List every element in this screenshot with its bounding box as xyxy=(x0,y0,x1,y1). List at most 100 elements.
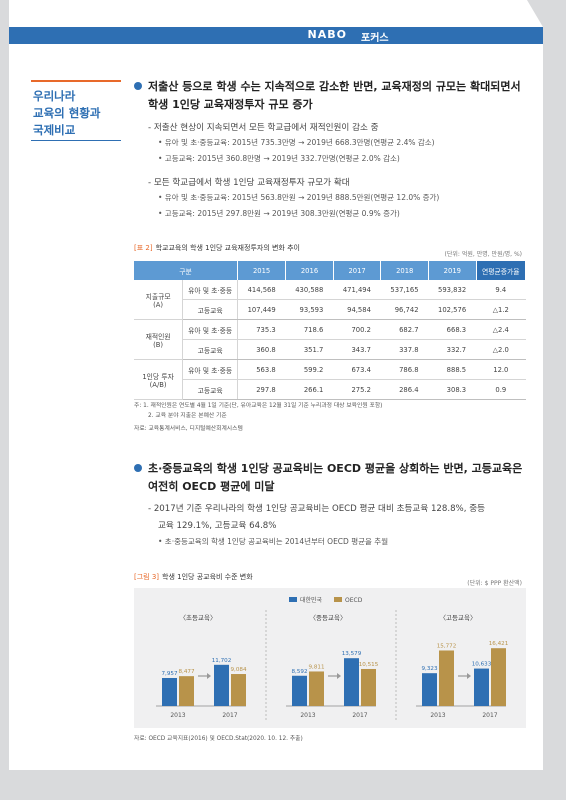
bar xyxy=(292,675,307,706)
figure-unit: (단위: $ PPP 환산액) xyxy=(467,580,522,587)
bar xyxy=(491,648,506,706)
table-cell: 888.5 xyxy=(428,359,477,380)
table-cell: 275.2 xyxy=(333,379,381,400)
table-cell: 332.7 xyxy=(428,339,477,360)
table-cell: 94,584 xyxy=(333,299,381,320)
table-note: 2. 교육 분야 지출은 본예산 기준 xyxy=(148,413,227,419)
table-row-label: 유아 및 초·중등 xyxy=(182,359,238,380)
figure-title: 학생 1인당 공교육비 수준 변화 xyxy=(162,573,253,581)
table-cell: 93,593 xyxy=(285,299,334,320)
table-source: 자료: 교육통계서비스, 디지털예산회계시스템 xyxy=(134,426,243,432)
figure-tag: [그림 3] xyxy=(134,573,160,581)
table-header-cell: 2017 xyxy=(333,261,382,280)
data-label: 9,811 xyxy=(308,664,324,670)
table-header-cell: 2019 xyxy=(428,261,477,280)
education-finance-table: 구분 2015 2016 2017 2018 2019 연평균증가율 지출규모(… xyxy=(134,261,527,400)
bar xyxy=(231,674,246,706)
table-unit: (단위: 억원, 만명, 만원/명, %) xyxy=(444,251,522,258)
table-cell: 735.3 xyxy=(237,319,286,340)
table-caption: [표 2] 학교교육의 학생 1인당 교육재정투자의 변화 추이 xyxy=(134,243,300,253)
table-cell: 537,165 xyxy=(380,280,429,300)
table-cell: 0.9 xyxy=(476,379,526,400)
section2-heading: 초·중등교육의 학생 1인당 공교육비는 OECD 평균을 상회하는 반면, 고… xyxy=(134,460,524,496)
bar xyxy=(361,668,376,706)
table-row-label: 고등교육 xyxy=(182,299,238,320)
bullet-dot-icon xyxy=(134,82,142,90)
bar xyxy=(439,650,454,706)
category-label: 2013 xyxy=(170,712,185,719)
table-header-cell: 구분 xyxy=(134,261,238,280)
bar xyxy=(344,658,359,706)
table-cell: △1.2 xyxy=(476,299,526,320)
table-group-label: 1인당 투자 (A/B) xyxy=(134,359,184,400)
table-cell: 718.6 xyxy=(285,319,334,340)
trend-arrow-head-icon xyxy=(467,673,471,679)
section2-heading-line: 초·중등교육의 학생 1인당 공교육비는 OECD 평균을 상회하는 반면, 고… xyxy=(148,462,523,475)
point-sub: • 유아 및 초·중등교육: 2015년 735.3만명 → 2019년 668… xyxy=(158,138,435,147)
table-group-code: (A) xyxy=(153,300,164,309)
section1-heading-line: 저출산 등으로 학생 수는 지속적으로 감소한 반면, 교육재정의 규모는 확대… xyxy=(148,80,521,93)
legend-label: 대한민국 xyxy=(300,596,323,604)
point-sub: • 유아 및 초·중등교육: 2015년 563.8만원 → 2019년 888… xyxy=(158,193,440,202)
sidebar-rule-top xyxy=(31,80,121,82)
panel-title: 〈초등교육〉 xyxy=(180,614,217,622)
bar xyxy=(422,673,437,706)
table-row-label: 유아 및 초·중등 xyxy=(182,280,238,300)
data-label: 9,084 xyxy=(230,667,246,673)
table-row: 1인당 투자 (A/B) 유아 및 초·중등 563.8 599.2 673.4 786.8… xyxy=(134,359,526,400)
nabo-logo: NABO xyxy=(307,28,347,41)
trend-arrow-head-icon xyxy=(337,673,341,679)
table-cell: 414,568 xyxy=(237,280,286,300)
data-label: 11,702 xyxy=(212,658,232,664)
table-group-code: (B) xyxy=(153,340,164,349)
table-note: 주: 1. 재적인원은 연도별 4월 1일 기준(단, 유아교육은 12월 31… xyxy=(134,403,383,409)
table-cell: 599.2 xyxy=(285,359,334,380)
table-cell: 593,832 xyxy=(428,280,477,300)
table-cell: 430,588 xyxy=(285,280,334,300)
table-cell: 12.0 xyxy=(476,359,526,380)
table-title: 학교교육의 학생 1인당 교육재정투자의 변화 추이 xyxy=(155,244,300,252)
table-cell: 9.4 xyxy=(476,280,526,300)
panel-title: 〈고등교육〉 xyxy=(440,614,477,622)
table-header-cell: 2016 xyxy=(285,261,334,280)
page-corner-fold xyxy=(527,0,543,27)
table-row: 지출규모 (A) 유아 및 초·중등 414,568 430,588 471,494 537… xyxy=(134,280,526,320)
header-bar: NABO 포커스 xyxy=(9,27,543,44)
table-row-label: 고등교육 xyxy=(182,379,238,400)
data-label: 16,421 xyxy=(489,641,509,647)
table-cell: 786.8 xyxy=(380,359,429,380)
table-header-cell: 연평균증가율 xyxy=(476,261,527,280)
table-cell: 266.1 xyxy=(285,379,334,400)
point-dash: - 저출산 현상이 지속되면서 모든 학교급에서 재적인원이 감소 중 xyxy=(148,123,379,133)
table-cell: 351.7 xyxy=(285,339,334,360)
bar xyxy=(214,664,229,706)
point-sub: • 고등교육: 2015년 297.8만원 → 2019년 308.3만원(연평… xyxy=(158,209,400,218)
data-label: 8,592 xyxy=(291,669,307,675)
legend-swatch xyxy=(289,597,297,602)
table-header-row: 구분 2015 2016 2017 2018 2019 연평균증가율 xyxy=(134,261,527,280)
table-cell: 308.3 xyxy=(428,379,477,400)
table-cell: 563.8 xyxy=(237,359,286,380)
figure-caption: [그림 3] 학생 1인당 공교육비 수준 변화 xyxy=(134,572,253,582)
table-cell: 700.2 xyxy=(333,319,381,340)
table-group-label: 재적인원 (B) xyxy=(134,319,184,360)
table-group-name: 재적인원 xyxy=(145,332,171,341)
table-cell: 343.7 xyxy=(333,339,381,360)
data-label: 13,579 xyxy=(342,651,362,657)
table-group-code: (A/B) xyxy=(149,380,167,389)
bar xyxy=(179,676,194,706)
bar xyxy=(162,677,177,706)
section2-sub: • 초·중등교육의 학생 1인당 공교육비는 2014년부터 OECD 평균을 … xyxy=(158,537,389,546)
education-spending-chart: 대한민국 OECD 〈초등교육〉 7,957 8,477 2013 11,702 9,084 2… xyxy=(156,596,509,722)
table-cell: 286.4 xyxy=(380,379,429,400)
data-label: 15,772 xyxy=(437,643,457,649)
table-row-label: 고등교육 xyxy=(182,339,238,360)
point-sub: • 고등교육: 2015년 360.8만명 → 2019년 332.7만명(연평… xyxy=(158,154,400,163)
category-label: 2013 xyxy=(430,712,445,719)
table-cell: 102,576 xyxy=(428,299,477,320)
table-header-cell: 2018 xyxy=(380,261,430,280)
table-cell: 107,449 xyxy=(237,299,286,320)
header-section-label: 포커스 xyxy=(361,33,389,44)
table-group-name: 지출규모 xyxy=(145,292,171,301)
table-group-name: 1인당 투자 xyxy=(142,372,174,381)
